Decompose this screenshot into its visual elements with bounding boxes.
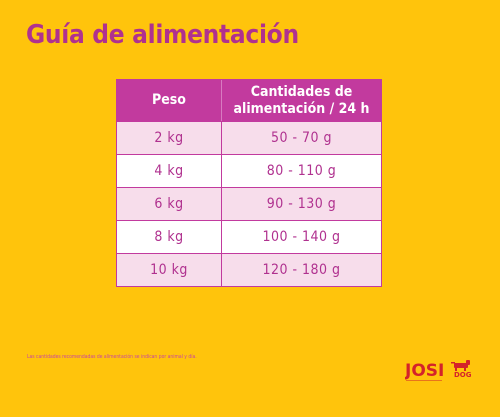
weight-cell: 2 kg [117, 122, 222, 154]
quantity-cell: 100 - 140 g [262, 229, 341, 245]
table-row: 2 kg 50 - 70 g [117, 121, 381, 154]
weight-cell: 6 kg [117, 188, 222, 220]
quantity-cell: 90 - 130 g [266, 196, 337, 212]
table-row: 6 kg 90 - 130 g [117, 187, 381, 220]
josi-dog-logo: JOSI DOG [405, 360, 472, 381]
logo-sub: DOG [454, 371, 472, 379]
weight-cell: 4 kg [117, 155, 222, 187]
table-row: 4 kg 80 - 110 g [117, 154, 381, 187]
feeding-table: Peso Cantidades de alimentación / 24 h 2… [116, 79, 382, 287]
table-header-row: Peso Cantidades de alimentación / 24 h [117, 80, 381, 121]
weight-cell: 10 kg [117, 254, 222, 286]
quantity-cell: 50 - 70 g [270, 130, 333, 146]
footnote: Las cantidades recomendadas de alimentac… [27, 354, 197, 360]
quantity-cell: 80 - 110 g [266, 163, 337, 179]
table-row: 8 kg 100 - 140 g [117, 220, 381, 253]
page-title: Guía de alimentación [26, 20, 299, 50]
quantity-cell: 120 - 180 g [262, 262, 341, 278]
header-quantity: Cantidades de alimentación / 24 h [233, 83, 370, 117]
logo-brand: JOSI [405, 361, 444, 381]
table-row: 10 kg 120 - 180 g [117, 253, 381, 286]
weight-cell: 8 kg [117, 221, 222, 253]
dog-icon [451, 360, 470, 371]
header-weight: Peso [117, 80, 222, 121]
